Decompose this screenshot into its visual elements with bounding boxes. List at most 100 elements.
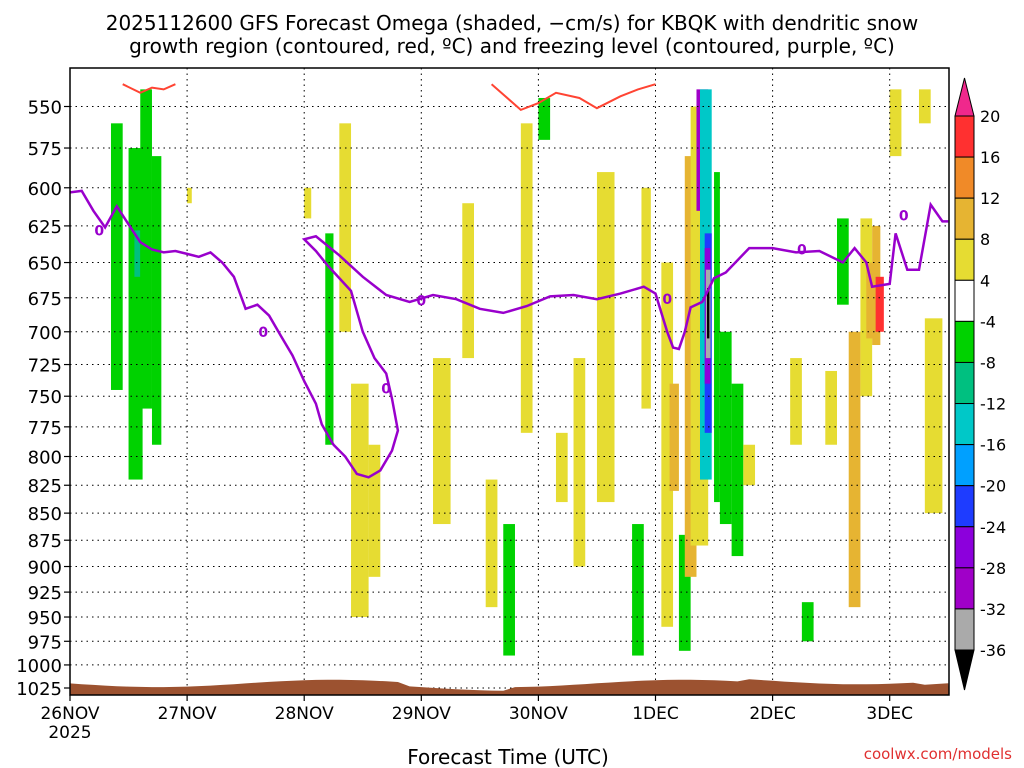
grid-lines <box>70 68 949 695</box>
omega-cell <box>924 318 943 514</box>
colorbar-label: -12 <box>980 395 1006 414</box>
x-tick-label: 1DEC <box>632 704 679 724</box>
omega-cell <box>462 203 474 359</box>
x-tick-label: 2DEC <box>749 704 796 724</box>
colorbar-top-arrow <box>954 77 975 117</box>
omega-cell <box>555 432 568 503</box>
y-tick-label: 825 <box>28 476 62 497</box>
terrain-fill <box>70 679 949 695</box>
chart-title: 2025112600 GFS Forecast Omega (shaded, −… <box>106 11 919 58</box>
colorbar-label: -20 <box>980 477 1006 496</box>
colorbar-label: -28 <box>980 559 1006 578</box>
colorbar-band <box>954 115 975 158</box>
colorbar-band <box>954 485 975 528</box>
omega-cell <box>433 358 451 525</box>
y-tick-label: 800 <box>28 447 62 468</box>
title-line-1: 2025112600 GFS Forecast Omega (shaded, −… <box>106 11 919 35</box>
freezing-level-label: 0 <box>94 223 104 239</box>
y-tick-label: 650 <box>28 254 62 275</box>
y-tick-label: 875 <box>28 531 62 552</box>
y-tick-label: 575 <box>28 139 62 160</box>
y-tick-label: 850 <box>28 504 62 525</box>
omega-cell <box>485 479 498 608</box>
y-tick-label: 950 <box>28 608 62 629</box>
y-axis: 550 575 600 625 650 675 700 725 750 775 800 825 850 8… <box>16 98 70 700</box>
plot-area: 0 0 0 0 0 0 0 <box>69 67 950 696</box>
freezing-level-label: 0 <box>258 325 268 341</box>
colorbar-label: 20 <box>980 107 1000 126</box>
omega-cell <box>669 383 679 491</box>
omega-cell <box>596 172 615 503</box>
contours: 0 0 0 0 0 0 0 <box>70 83 949 479</box>
colorbar-label: -4 <box>980 312 996 331</box>
freezing-level-label: 0 <box>797 243 807 259</box>
omega-cell <box>538 97 551 140</box>
omega-cell <box>110 123 123 390</box>
colorbar-label: 12 <box>980 189 1000 208</box>
colorbar-label: 8 <box>980 230 990 249</box>
y-tick-label: 675 <box>28 289 62 310</box>
freezing-level-label: 0 <box>899 208 909 224</box>
x-tick-label: 27NOV <box>158 704 217 724</box>
omega-cell <box>503 524 515 656</box>
omega-cell <box>140 89 152 409</box>
colorbar-band <box>954 403 975 446</box>
y-tick-label: 550 <box>28 98 62 119</box>
omega-cell <box>707 288 710 339</box>
omega-cell <box>368 444 381 577</box>
colorbar-label: 4 <box>980 271 990 290</box>
watermark: coolwx.com/models <box>864 745 1012 763</box>
y-tick-label: 900 <box>28 558 62 579</box>
plot-frame <box>69 67 950 696</box>
colorbar-band <box>954 279 975 322</box>
colorbar-label: 16 <box>980 148 1000 167</box>
omega-cell <box>825 370 838 445</box>
x-tick-label: 28NOV <box>275 704 334 724</box>
colorbar-band <box>954 444 975 487</box>
omega-cell <box>520 123 533 433</box>
y-tick-label: 1000 <box>16 656 62 677</box>
y-tick-label: 625 <box>28 217 62 238</box>
omega-cell <box>661 262 674 627</box>
freezing-level-label: 0 <box>416 294 426 310</box>
colorbar-band <box>954 197 975 240</box>
dgz-contour <box>490 83 656 112</box>
y-tick-label: 700 <box>28 323 62 344</box>
x-tick-label: 26NOV <box>40 704 99 724</box>
omega-cell <box>151 156 162 445</box>
colorbar-band <box>954 320 975 363</box>
colorbar-label: -36 <box>980 641 1006 660</box>
colorbar-bottom-arrow <box>954 649 975 691</box>
freezing-level-contour <box>70 189 949 479</box>
omega-cell <box>632 524 644 656</box>
colorbar-label: -16 <box>980 436 1006 455</box>
omega-cell <box>641 187 651 409</box>
y-tick-label: 925 <box>28 583 62 604</box>
colorbar-band <box>954 526 975 569</box>
y-tick-label: 1025 <box>16 679 62 700</box>
x-tick-label: 29NOV <box>392 704 451 724</box>
omega-cell <box>339 123 352 332</box>
omega-cell <box>304 187 312 219</box>
dgz-contour <box>122 83 176 94</box>
omega-cell <box>325 233 334 445</box>
y-tick-label: 750 <box>28 387 62 408</box>
x-axis-label: Forecast Time (UTC) <box>407 745 609 768</box>
omega-cell <box>719 331 732 525</box>
omega-cell <box>790 358 802 445</box>
colorbar-band <box>954 156 975 199</box>
omega-cell <box>678 534 691 651</box>
omega-cell <box>848 331 861 608</box>
colorbar: 20 16 12 8 4 -4 -8 -12 -16 -20 -24 -28 -32 -36 <box>954 77 1006 691</box>
title-line-2: growth region (contoured, red, ºC) and f… <box>129 34 895 58</box>
y-tick-label: 975 <box>28 632 62 653</box>
omega-cell <box>889 89 902 157</box>
x-tick-sublabel: 2025 <box>48 723 91 743</box>
omega-cell <box>866 262 876 339</box>
y-tick-label: 725 <box>28 356 62 377</box>
y-tick-label: 775 <box>28 418 62 439</box>
omega-cell <box>187 187 192 204</box>
omega-cell <box>918 89 931 124</box>
